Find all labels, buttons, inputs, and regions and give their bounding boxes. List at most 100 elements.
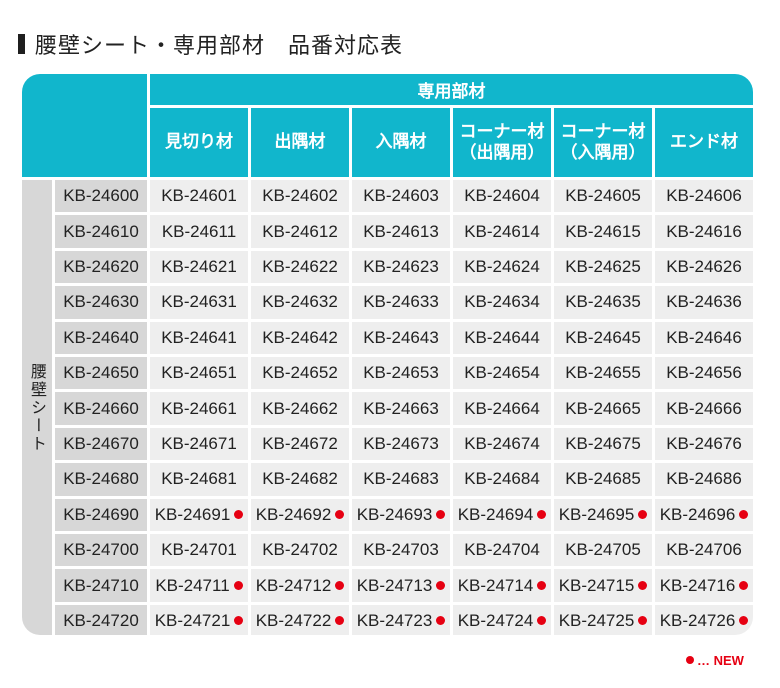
part-code-cell: KB-24625 — [554, 250, 652, 284]
title-text: 腰壁シート・専用部材 品番対応表 — [35, 34, 404, 59]
part-code: KB-24653 — [363, 363, 439, 383]
part-code: KB-24656 — [666, 363, 742, 383]
part-code-cell: KB-24601 — [150, 180, 248, 213]
part-code: KB-24692 — [255, 504, 332, 524]
part-code: KB-24616 — [666, 221, 742, 241]
part-code: KB-24726 — [659, 610, 736, 630]
part-code-cell: KB-24604 — [453, 180, 551, 213]
part-code: KB-24634 — [464, 292, 540, 312]
part-code-cell: KB-24621 — [150, 250, 248, 284]
part-code-cell: KB-24684 — [453, 463, 551, 496]
part-code: KB-24615 — [565, 221, 641, 241]
part-code-cell: KB-24661 — [150, 392, 248, 425]
column-header-line2: （出隅用） — [459, 142, 545, 163]
part-code-cell: KB-24634 — [453, 286, 551, 319]
sheet-code-cell: KB-24700 — [55, 534, 147, 567]
new-marker-icon — [739, 581, 749, 591]
column-header: 入隅材 — [352, 108, 450, 177]
sheet-code-cell: KB-24650 — [55, 357, 147, 390]
part-code-cell: KB-24602 — [251, 180, 349, 213]
part-code: KB-24661 — [161, 398, 237, 418]
part-code-cell: KB-24673 — [352, 427, 450, 461]
part-code-cell: KB-24712 — [251, 569, 349, 602]
part-code: KB-24626 — [666, 256, 742, 276]
new-marker-icon — [234, 510, 244, 520]
part-code-cell: KB-24642 — [251, 321, 349, 354]
sheet-code-cell: KB-24670 — [55, 427, 147, 461]
part-code-cell: KB-24655 — [554, 357, 652, 390]
part-code: KB-24605 — [565, 186, 641, 206]
part-code: KB-24704 — [464, 540, 540, 560]
sheet-code: KB-24690 — [63, 504, 139, 524]
side-label-cell: 腰壁シート — [22, 180, 52, 635]
part-code-cell: KB-24613 — [352, 215, 450, 248]
new-marker-icon — [436, 510, 446, 520]
sheet-code: KB-24600 — [63, 186, 139, 206]
new-marker-icon — [436, 581, 446, 591]
part-code-cell: KB-24702 — [251, 534, 349, 567]
column-header-line1: エンド材 — [670, 132, 738, 153]
sheet-code-cell: KB-24610 — [55, 215, 147, 248]
part-code-cell: KB-24714 — [453, 569, 551, 602]
column-header: 出隅材 — [251, 108, 349, 177]
part-code: KB-24714 — [457, 575, 534, 595]
part-code-cell: KB-24686 — [655, 463, 753, 496]
part-code-cell: KB-24632 — [251, 286, 349, 319]
part-code: KB-24663 — [363, 398, 439, 418]
part-code-cell: KB-24654 — [453, 357, 551, 390]
part-code: KB-24711 — [155, 575, 230, 595]
part-code-cell: KB-24675 — [554, 427, 652, 461]
part-code-cell: KB-24664 — [453, 392, 551, 425]
part-code: KB-24662 — [262, 398, 338, 418]
sheet-code: KB-24610 — [63, 221, 139, 241]
part-code: KB-24725 — [558, 610, 635, 630]
part-code-cell: KB-24715 — [554, 569, 652, 602]
part-code-cell: KB-24691 — [150, 498, 248, 531]
part-number-table: 専用部材 見切り材 出隅材 入隅材 コーナー材 （出隅用） コーナー材 （入隅用） エンド材 腰壁… — [22, 74, 753, 635]
new-marker-icon — [537, 616, 547, 626]
part-code-cell: KB-24606 — [655, 180, 753, 213]
part-code: KB-24621 — [161, 256, 237, 276]
new-marker-icon — [686, 656, 694, 664]
sheet-code: KB-24680 — [63, 469, 139, 489]
part-code-cell: KB-24672 — [251, 427, 349, 461]
part-code-cell: KB-24615 — [554, 215, 652, 248]
part-code: KB-24671 — [161, 433, 237, 453]
column-header-line1: コーナー材 — [560, 122, 646, 143]
part-code: KB-24674 — [464, 433, 540, 453]
part-code-cell: KB-24622 — [251, 250, 349, 284]
part-code: KB-24695 — [558, 504, 635, 524]
sheet-code-cell: KB-24690 — [55, 498, 147, 531]
column-header: エンド材 — [655, 108, 753, 177]
part-code: KB-24686 — [666, 469, 742, 489]
page-title: 腰壁シート・専用部材 品番対応表 — [18, 30, 404, 59]
part-code: KB-24713 — [356, 575, 433, 595]
part-code-cell: KB-24703 — [352, 534, 450, 567]
part-code: KB-24646 — [666, 327, 742, 347]
sheet-code-cell: KB-24630 — [55, 286, 147, 319]
new-marker-icon — [638, 581, 648, 591]
part-code: KB-24676 — [666, 433, 742, 453]
part-code-cell: KB-24616 — [655, 215, 753, 248]
part-code-cell: KB-24726 — [655, 604, 753, 635]
group-header-label: 専用部材 — [417, 82, 486, 102]
part-code: KB-24614 — [464, 221, 540, 241]
new-marker-icon — [234, 616, 244, 626]
part-code-cell: KB-24696 — [655, 498, 753, 531]
sheet-code: KB-24650 — [63, 363, 139, 383]
part-code: KB-24664 — [464, 398, 540, 418]
part-code-cell: KB-24716 — [655, 569, 753, 602]
part-code: KB-24622 — [262, 256, 338, 276]
part-code: KB-24655 — [565, 363, 641, 383]
part-code-cell: KB-24725 — [554, 604, 652, 635]
part-code-cell: KB-24635 — [554, 286, 652, 319]
part-code: KB-24665 — [565, 398, 641, 418]
new-marker-icon — [638, 616, 648, 626]
new-marker-icon — [537, 581, 547, 591]
part-code: KB-24611 — [161, 221, 237, 241]
part-code: KB-24721 — [154, 610, 231, 630]
column-header: コーナー材 （入隅用） — [554, 108, 652, 177]
part-code-cell: KB-24713 — [352, 569, 450, 602]
part-code: KB-24604 — [464, 186, 540, 206]
new-marker-icon — [335, 510, 345, 520]
